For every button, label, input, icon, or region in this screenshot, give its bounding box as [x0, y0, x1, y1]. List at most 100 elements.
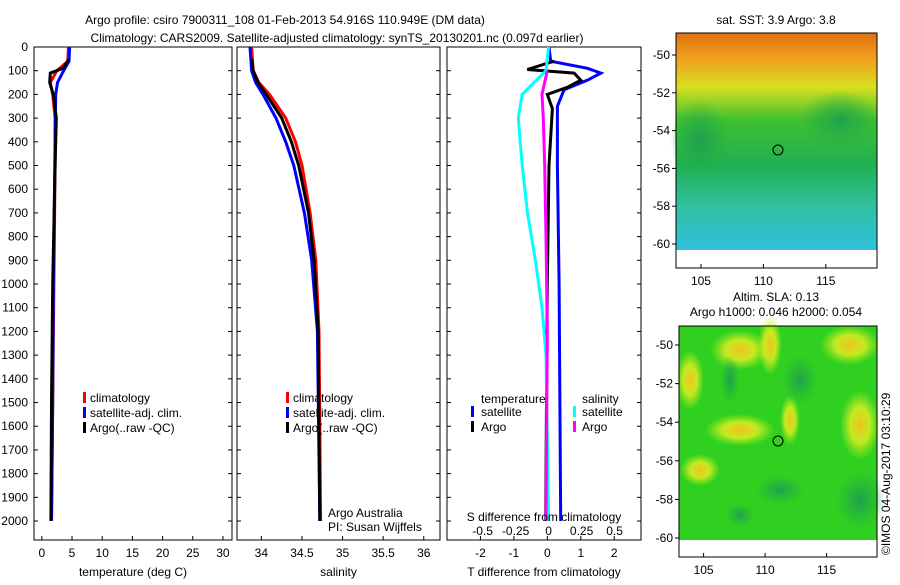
- lat-tick-label: -52: [653, 86, 671, 100]
- y-tick-label: 400: [8, 135, 28, 149]
- float-position-marker: [772, 144, 784, 156]
- legend-swatch: [286, 407, 289, 418]
- y-tick-label: 100: [8, 64, 28, 78]
- x-tick-label: 30: [216, 546, 230, 560]
- legend-label: satellite: [481, 405, 522, 419]
- x-tick-label: -1: [509, 546, 520, 560]
- y-tick-label: 1100: [2, 301, 28, 315]
- lat-tick-label: -58: [653, 199, 671, 213]
- series-satellite-adj-clim-: [248, 46, 322, 522]
- x-tick-label: 5: [69, 546, 76, 560]
- legend-label: Argo(..raw -QC): [90, 421, 175, 435]
- x2-tick-label: -0.25: [502, 524, 530, 538]
- x-tick-label: 0: [39, 546, 46, 560]
- legend-label: Argo: [481, 420, 507, 434]
- title-line-2: Climatology: CARS2009. Satellite-adjuste…: [91, 31, 584, 45]
- plot-frame: [236, 46, 441, 541]
- legend-label: Argo(..raw -QC): [293, 421, 378, 435]
- legend-swatch: [471, 421, 474, 432]
- lat-tick-label: -50: [656, 338, 674, 352]
- lat-tick-label: -56: [656, 454, 674, 468]
- x2-tick-label: 0.5: [606, 524, 623, 538]
- legend-label: climatology: [293, 391, 353, 405]
- series-argo-raw-qc-: [48, 58, 71, 522]
- panel-temperature: 0100200300400500600700800900100011001200…: [1, 40, 233, 579]
- x-tick-label: 2: [611, 546, 618, 560]
- y-tick-label: 2000: [1, 514, 28, 528]
- lat-tick-label: -50: [653, 48, 671, 62]
- x-tick-label: -2: [475, 546, 486, 560]
- series-climatology: [250, 46, 323, 522]
- sla-map-subtitle: Argo h1000: 0.046 h2000: 0.054: [690, 305, 862, 319]
- x2-tick-label: 0.25: [570, 524, 594, 538]
- credit-text: ©IMOS 04-Aug-2017 03:10:29: [879, 392, 893, 555]
- y-tick-label: 1500: [1, 396, 28, 410]
- sla-map-frame: [678, 325, 878, 558]
- y-tick-label: 300: [8, 111, 28, 125]
- float-position-marker-sla: [772, 435, 784, 447]
- x2-axis-label: S difference from climatology: [467, 510, 622, 524]
- x2-tick-label: 0: [545, 524, 552, 538]
- y-tick-label: 1300: [1, 348, 28, 362]
- x-tick-label: 25: [186, 546, 200, 560]
- lat-tick-label: -54: [656, 415, 674, 429]
- series-t-argo: [526, 59, 584, 522]
- x-tick-label: 36: [417, 546, 431, 560]
- legend-swatch: [573, 421, 576, 432]
- x-tick-label: 1: [577, 546, 584, 560]
- series-s-satellite: [516, 46, 551, 522]
- x-tick-label: 0: [544, 546, 551, 560]
- series-t-satellite: [547, 46, 605, 522]
- sla-map-title: Altim. SLA: 0.13: [733, 290, 819, 304]
- y-tick-label: 700: [8, 206, 28, 220]
- legend-label: satellite-adj. clim.: [90, 406, 182, 420]
- y-tick-label: 1200: [1, 324, 28, 338]
- legend-label: Argo: [582, 420, 608, 434]
- y-tick-label: 1600: [1, 419, 28, 433]
- lon-tick-label: 105: [691, 274, 711, 288]
- sst-map: 105 110 115 -50 -52 -54 -56 -58 -60: [653, 32, 880, 288]
- y-tick-label: 1000: [1, 277, 28, 291]
- y-tick-label: 200: [8, 87, 28, 101]
- legend-swatch: [286, 392, 289, 403]
- y-tick-label: 1700: [1, 443, 28, 457]
- x-tick-label: 20: [156, 546, 170, 560]
- series-s-argo: [540, 70, 549, 522]
- y-tick-label: 800: [8, 230, 28, 244]
- legend-swatch: [573, 406, 576, 417]
- lon-tick-label: 110: [756, 563, 775, 577]
- lon-tick-label: 110: [754, 274, 773, 288]
- x-tick-label: 34: [255, 546, 269, 560]
- annotation-text: Argo Australia: [328, 506, 403, 520]
- legend-title-salinity: salinity: [582, 392, 619, 406]
- legend-label: satellite-adj. clim.: [293, 406, 385, 420]
- sst-map-frame: [675, 32, 878, 269]
- annotation-text: PI: Susan Wijffels: [328, 520, 422, 534]
- series-satellite-adj-clim-: [50, 46, 72, 522]
- panel-salinity: 34 34.5 35 35.5 36 salinity climatologysatelli…: [236, 46, 441, 579]
- lat-tick-label: -54: [653, 124, 671, 138]
- lat-tick-label: -60: [656, 531, 674, 545]
- lat-tick-label: -52: [656, 377, 674, 391]
- y-tick-label: 900: [8, 253, 28, 267]
- y-tick-label: 1400: [1, 372, 28, 386]
- legend-label: climatology: [90, 391, 150, 405]
- lon-tick-label: 105: [694, 563, 714, 577]
- x-tick-label: 34.5: [290, 546, 314, 560]
- lat-tick-label: -60: [653, 237, 671, 251]
- legend-swatch: [286, 422, 289, 433]
- y-tick-label: 600: [8, 182, 28, 196]
- x-axis-label: temperature (deg C): [79, 565, 187, 579]
- x-tick-label: 35: [336, 546, 350, 560]
- legend-label: satellite: [582, 405, 623, 419]
- legend-swatch: [83, 407, 86, 418]
- x-tick-label: 35.5: [371, 546, 395, 560]
- y-tick-label: 1900: [1, 490, 28, 504]
- sla-map: 105 110 115 -50 -52 -54 -56 -58 -60: [656, 315, 885, 577]
- legend-swatch: [471, 406, 474, 417]
- plot-frame: [446, 46, 642, 541]
- legend-swatch: [83, 422, 86, 433]
- legend-title-temperature: temperature: [481, 392, 546, 406]
